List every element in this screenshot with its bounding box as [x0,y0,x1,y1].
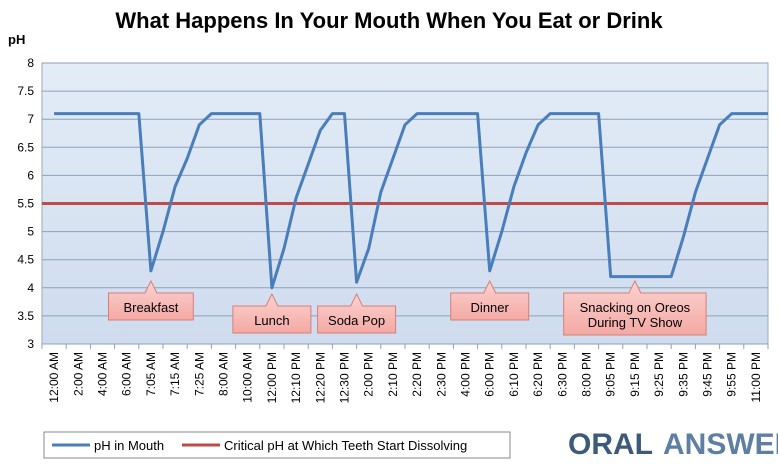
callout-breakfast: Breakfast [108,279,194,321]
x-tick-label: 2:00 AM [71,352,85,396]
annotations: Breakfast Lunch Soda Pop Dinner Snacking on … [108,279,707,336]
brand-logo: ORAL ANSWERS [568,428,778,462]
x-tick-label: 6:00 AM [120,352,134,396]
callout-lunch: Lunch [232,292,312,334]
y-tick-label: 7 [27,112,34,126]
callout-label: Lunch [254,313,289,328]
legend: pH in Mouth Critical pH at Which Teeth St… [43,431,511,459]
y-tick-label: 7.5 [17,84,34,98]
x-tick-label: 7:15 AM [168,352,182,396]
x-tick-label: 8:00 AM [217,352,231,396]
callout-label: Snacking on Oreos [580,300,691,315]
x-tick-label: 9:45 PM [701,352,715,397]
y-tick-label: 4 [27,281,34,295]
x-tick-label: 2:30 PM [434,352,448,397]
y-tick-label: 3.5 [17,309,34,323]
x-tick-label: 9:55 PM [725,352,739,397]
x-tick-label: 11:00 PM [749,352,763,402]
y-tick-label: 5.5 [17,197,34,211]
x-tick-label: 4:00 AM [96,352,110,396]
series-layer [42,112,768,290]
callout-box [563,279,707,336]
callout-label: Dinner [471,300,510,315]
callout-label: Breakfast [123,300,178,315]
legend-label: pH in Mouth [94,438,164,453]
x-tick-label: 12:00 AM [47,352,61,403]
x-tick-label: 2:20 PM [410,352,424,397]
y-tick-label: 6.5 [17,140,34,154]
x-tick-label: 8:00 PM [580,352,594,397]
x-tick-label: 12:20 PM [313,352,327,403]
y-axis-label: pH [8,32,26,47]
x-tick-label: 12:00 PM [265,352,279,403]
callout-label: Soda Pop [328,313,385,328]
x-tick-label: 12:30 PM [338,352,352,403]
y-tick-label: 8 [27,56,34,70]
y-tick-label: 6 [27,168,34,182]
callout-box [108,279,194,321]
legend-box [43,431,511,459]
x-tick-label: 7:25 AM [192,352,206,396]
x-tick-label: 7:05 AM [144,352,158,396]
brand-answers: ANSWERS [663,428,778,461]
callout-label: During TV Show [588,315,683,330]
x-tick-label: 6:20 PM [531,352,545,397]
callout-box [450,279,530,321]
series-line-ph-in-mouth [54,112,768,290]
x-tick-label: 6:10 PM [507,352,521,397]
chart-title: What Happens In Your Mouth When You Eat … [115,8,663,33]
x-tick-label: 2:00 PM [362,352,376,397]
x-tick-label: 2:10 PM [386,352,400,397]
y-axis: 3 3.5 4 4.5 5 5.5 6 6.5 7 7.5 8 [17,56,34,351]
callout-box [232,292,312,334]
y-tick-label: 4.5 [17,253,34,267]
y-tick-label: 5 [27,225,34,239]
x-tick-label: 12:10 PM [289,352,303,403]
x-axis: 12:00 AM 2:00 AM 4:00 AM 6:00 AM 7:05 AM 7:15… [41,344,769,403]
x-tick-label: 9:25 PM [652,352,666,397]
brand-oral: ORAL [568,428,653,461]
legend-label: Critical pH at Which Teeth Start Dissolv… [224,438,467,453]
y-tick-label: 3 [27,337,34,351]
x-tick-label: 9:15 PM [628,352,642,397]
x-tick-label: 4:00 PM [459,352,473,397]
callout-dinner: Dinner [450,279,530,321]
callout-soda: Soda Pop [317,292,397,334]
x-tick-label: 6:00 PM [483,352,497,397]
x-tick-label: 6:30 PM [555,352,569,397]
x-tick-label: 9:35 PM [676,352,690,397]
callout-box [317,292,397,334]
x-tick-label: 10:00 AM [241,352,255,403]
x-tick-label: 9:05 PM [604,352,618,397]
